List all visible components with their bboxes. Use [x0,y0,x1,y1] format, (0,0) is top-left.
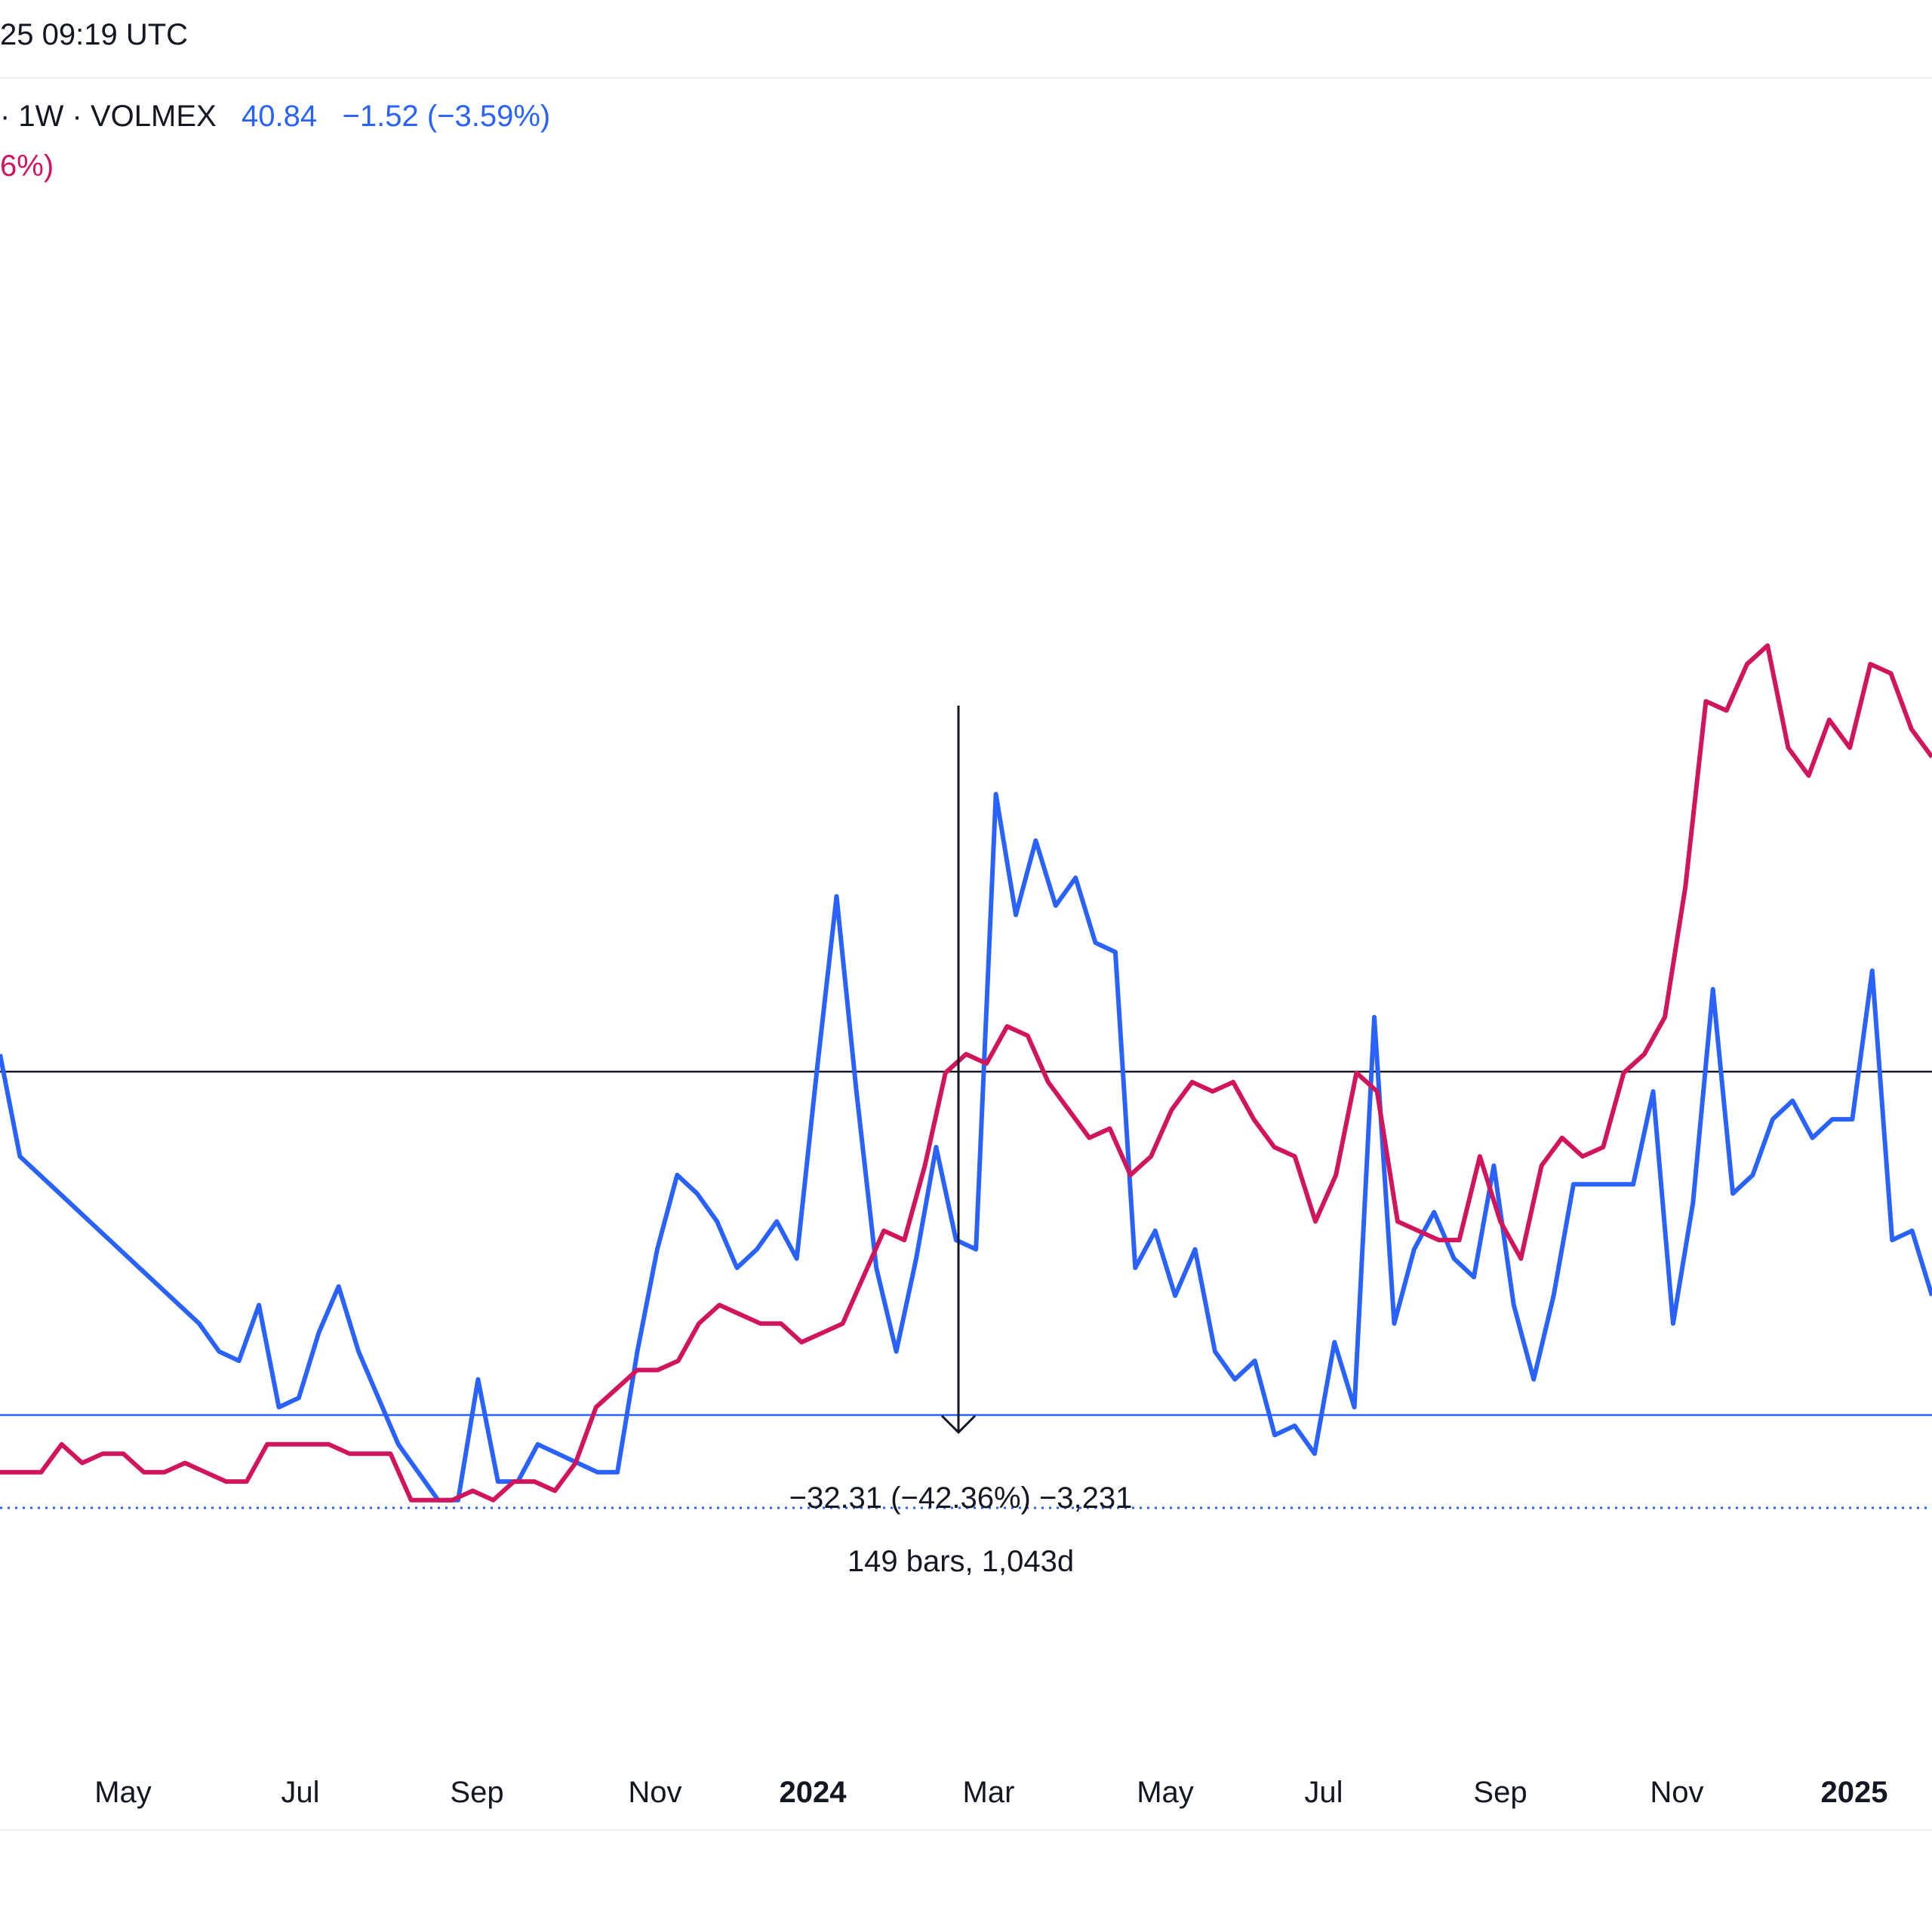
series-line-1 [0,792,1932,1503]
legend-row-secondary[interactable]: 6%) [0,149,54,183]
x-tick-label: May [94,1776,152,1809]
x-tick-label: 2024 [780,1776,848,1809]
measure-arrowhead [940,1414,977,1435]
legend-secondary-fragment: 6%) [0,149,54,183]
header-timestamp: 25 09:19 UTC [0,18,189,51]
x-tick-label: Sep [1473,1776,1527,1809]
legend-row-primary[interactable]: ​ · 1W · VOLMEX 40.84 −1.52 (−3.59%) [0,100,550,134]
measure-bars-label: 149 bars, 1,043d [848,1545,1074,1578]
x-tick-label: Nov [1650,1776,1703,1809]
series-layer [0,643,1932,1503]
legend-prefix: · 1W · VOLMEX [0,100,217,133]
x-tick-label: May [1137,1776,1194,1809]
x-tick-label: 2025 [1821,1776,1888,1809]
bottom-divider [0,1829,1932,1831]
x-tick-label: Nov [628,1776,681,1809]
measure-tool: −32.31 (−42.36%) −3,231 149 bars, 1,043d [789,706,1133,1578]
x-tick-label: Mar [963,1776,1015,1809]
series-line-2 [0,643,1932,1503]
x-axis: May Jul Sep Nov 2024 Mar May Jul Sep Nov 2025 [94,1776,1887,1809]
horizontal-levels [0,1070,1932,1509]
x-tick-label: Sep [450,1776,503,1809]
legend-change: −1.52 (−3.59%) [342,100,551,133]
x-tick-label: Jul [281,1776,319,1809]
measure-change-label: −32.31 (−42.36%) −3,231 [789,1481,1133,1515]
x-tick-label: Jul [1304,1776,1343,1809]
legend-value: 40.84 [242,100,318,133]
header-divider [0,77,1932,78]
